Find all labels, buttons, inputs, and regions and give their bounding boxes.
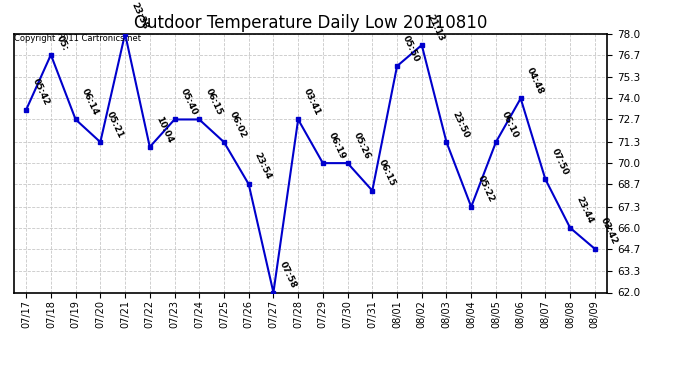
Text: 05:40: 05:40	[179, 87, 199, 117]
Text: Copyright 2011 Cartronics.net: Copyright 2011 Cartronics.net	[14, 34, 141, 43]
Text: 07:50: 07:50	[549, 147, 570, 177]
Text: 05:22: 05:22	[475, 174, 495, 204]
Text: 06:15: 06:15	[204, 87, 224, 117]
Text: 23:50: 23:50	[451, 110, 471, 140]
Text: 21:13: 21:13	[426, 12, 446, 42]
Text: 05:42: 05:42	[30, 77, 50, 107]
Text: 04:48: 04:48	[525, 66, 545, 96]
Text: 05:26: 05:26	[352, 131, 372, 160]
Text: 03:42: 03:42	[599, 216, 619, 246]
Title: Outdoor Temperature Daily Low 20110810: Outdoor Temperature Daily Low 20110810	[134, 14, 487, 32]
Text: 06:19: 06:19	[327, 130, 347, 160]
Text: 05:50: 05:50	[401, 34, 422, 63]
Text: 23:44: 23:44	[574, 195, 595, 225]
Text: 06:10: 06:10	[500, 110, 520, 140]
Text: 03:41: 03:41	[302, 87, 322, 117]
Text: 05:21: 05:21	[104, 110, 125, 140]
Text: 06:02: 06:02	[228, 110, 248, 140]
Text: 06:15: 06:15	[377, 158, 397, 188]
Text: 23:54: 23:54	[253, 152, 273, 182]
Text: 05:: 05:	[55, 34, 70, 52]
Text: 07:58: 07:58	[277, 260, 298, 290]
Text: 06:14: 06:14	[80, 87, 100, 117]
Text: 23:38: 23:38	[129, 1, 150, 31]
Text: 10:04: 10:04	[154, 114, 174, 144]
